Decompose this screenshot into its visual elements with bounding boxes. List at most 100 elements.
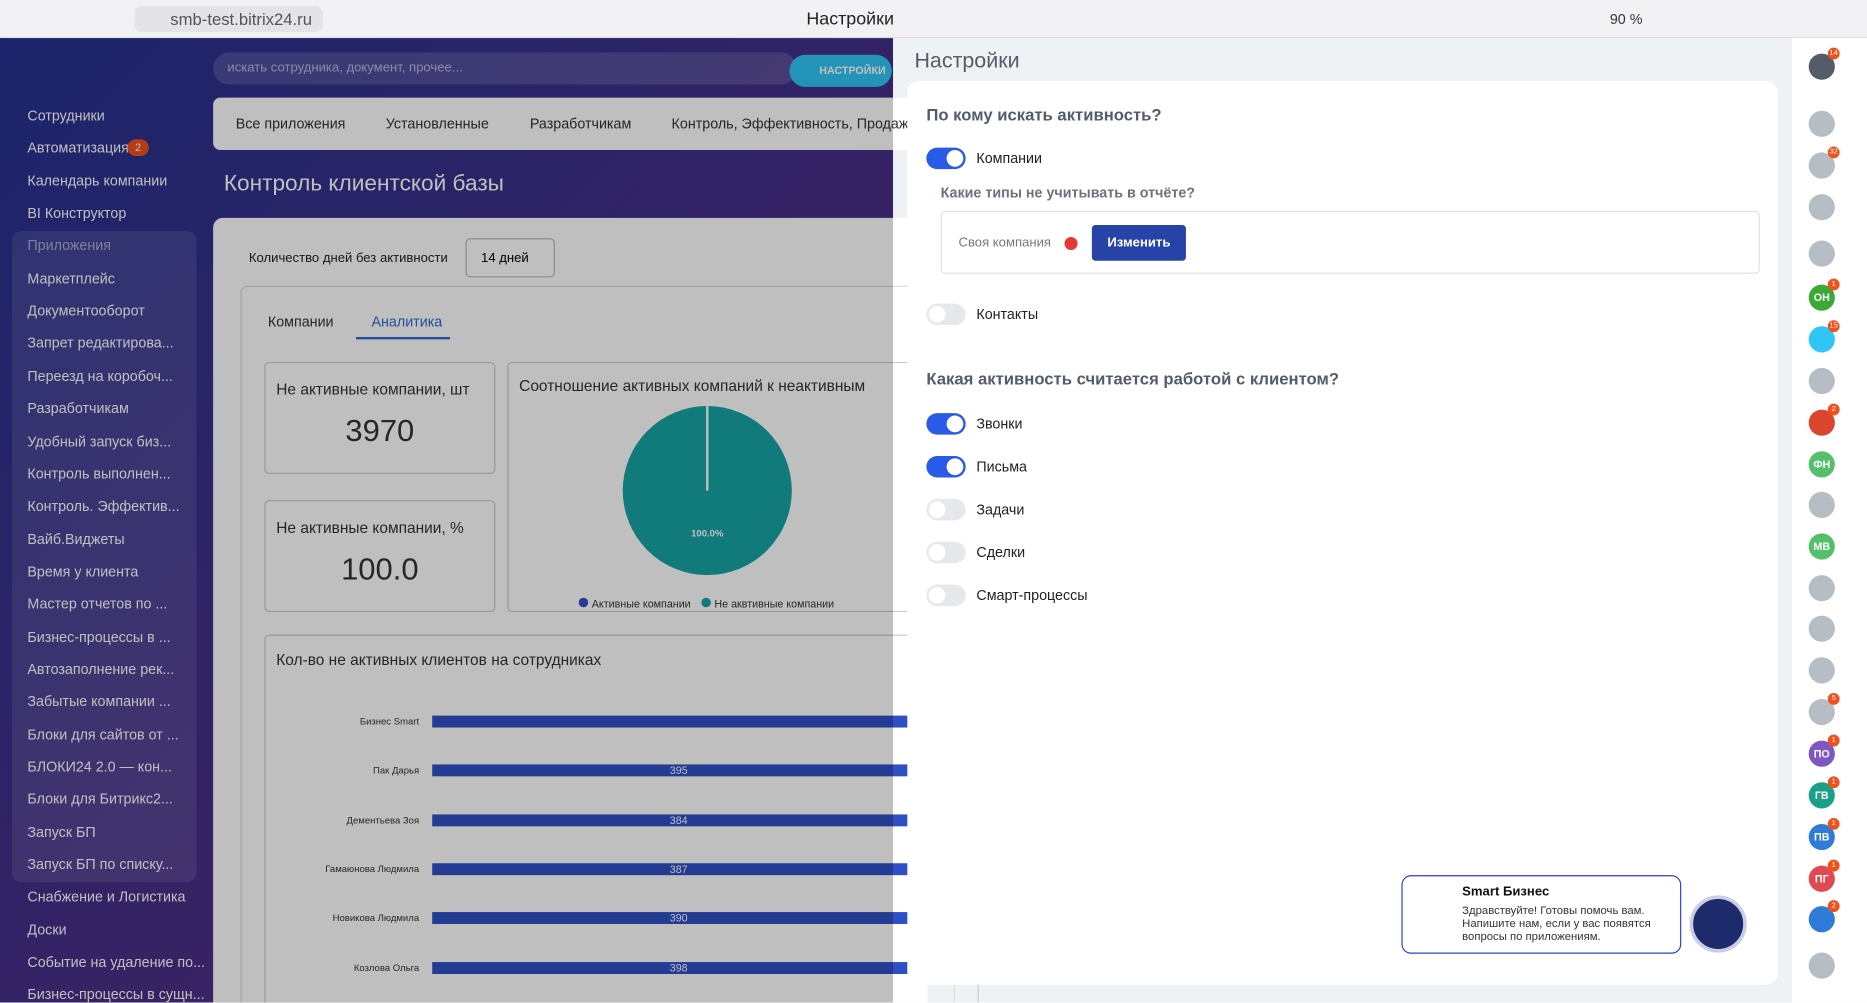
right-icon[interactable] <box>1808 952 1835 979</box>
overlay <box>0 38 894 1003</box>
toggle-label: Контакты <box>976 306 1039 323</box>
chat-button[interactable] <box>1689 895 1747 953</box>
toggle-label: Письма <box>976 458 1027 476</box>
bar-value: 384 <box>669 813 688 826</box>
kpi-value: 100.0 <box>341 550 419 587</box>
right-icon[interactable] <box>1808 240 1835 267</box>
right-icon[interactable] <box>1808 575 1835 602</box>
menu-item[interactable]: Маркетплейс <box>27 269 115 287</box>
bar <box>432 813 909 826</box>
toggle-label: Компании <box>976 150 1043 167</box>
menu-item[interactable]: Автозаполнение рек... <box>27 660 175 678</box>
sub-tab[interactable]: Компании <box>267 313 334 330</box>
search-box[interactable] <box>213 52 797 85</box>
menu-item[interactable]: Приложения <box>27 237 111 255</box>
menu-item[interactable]: Автоматизация <box>27 139 129 157</box>
notify-badge: 1 <box>1827 278 1840 291</box>
menu-item[interactable]: Удобный запуск биз... <box>27 432 172 450</box>
menu-item[interactable]: Контроль выполнен... <box>27 465 171 483</box>
badge: 2 <box>127 139 149 156</box>
notify-badge: 32 <box>1827 146 1840 159</box>
legend-label: Активные компании <box>591 597 691 610</box>
menu-item[interactable]: Доски <box>27 921 67 938</box>
side-panel-card <box>907 80 1778 985</box>
bar-value: 395 <box>669 764 688 777</box>
menu-item[interactable]: BI Конструктор <box>27 204 127 222</box>
sub-tab[interactable]: Аналитика <box>371 313 443 330</box>
days-select[interactable]: 14 дней <box>465 238 555 278</box>
right-icon[interactable] <box>1808 110 1835 137</box>
toggle-label: Смарт-процессы <box>976 587 1088 605</box>
right-icon[interactable] <box>1808 367 1835 395</box>
chat-name: Smart Бизнес <box>1462 884 1550 899</box>
right-icon[interactable] <box>1808 657 1835 684</box>
right-icon[interactable]: ФН <box>1808 451 1835 478</box>
app-tab[interactable]: Все приложения <box>235 115 346 133</box>
menu-item[interactable]: Блоки для сайтов от ... <box>27 725 179 743</box>
menu-item[interactable]: Блоки для Битрикс2... <box>27 791 173 808</box>
menu-item[interactable]: Запрет редактирова... <box>27 335 174 352</box>
bar-value: 398 <box>669 961 688 974</box>
kpi-card <box>264 361 496 474</box>
bar-name: Бизнес Smart <box>359 716 420 727</box>
notify-badge: 15 <box>1827 320 1840 333</box>
app-tab[interactable]: Контроль, Эффективность, Продаж <box>671 115 909 133</box>
menu-item[interactable]: Сотрудники <box>27 107 105 124</box>
days-label: Количество дней без активности <box>248 251 448 266</box>
menu-item[interactable]: Время у клиента <box>27 563 139 580</box>
notify-badge: 1 <box>1827 859 1840 872</box>
kpi-label: Не активные компании, шт <box>276 380 470 399</box>
right-icon[interactable] <box>1808 194 1835 221</box>
menu-item[interactable]: Снабжение и Логистика <box>27 888 186 906</box>
bar-name: Гамаюнова Людмила <box>325 863 420 875</box>
toggle-label: Сделки <box>976 544 1026 562</box>
menu-item[interactable]: Бизнес-процессы в ... <box>27 628 171 645</box>
bar-name: Новикова Людмила <box>332 912 420 924</box>
toggle-knob <box>928 544 946 562</box>
subtab-underline <box>356 336 451 340</box>
right-icon[interactable]: ПГ <box>1808 865 1835 892</box>
toggle-label: Задачи <box>976 501 1025 519</box>
toggle-knob <box>928 587 946 605</box>
kpi-card <box>264 500 496 613</box>
menu-item[interactable]: Запуск БП <box>27 823 96 841</box>
right-bar <box>1792 38 1867 1003</box>
app-tab[interactable]: Установленные <box>385 115 489 133</box>
toggle-knob <box>946 458 964 476</box>
bar-name: Козлова Ольга <box>353 962 420 973</box>
menu-item[interactable]: Контроль. Эффектив... <box>27 497 180 515</box>
legend-dot <box>701 597 711 608</box>
menu-item[interactable]: Запуск БП по списку... <box>27 856 174 873</box>
notify-badge: 1 <box>1827 818 1840 830</box>
chat-line: вопросы по приложениям. <box>1462 930 1601 944</box>
url: smb-test.bitrix24.ru <box>170 9 313 29</box>
bar-name: Дементьева Зоя <box>346 814 420 826</box>
menu-item[interactable]: Разработчикам <box>27 400 129 417</box>
search-placeholder: искать сотрудника, документ, прочее... <box>227 60 463 76</box>
menu-item[interactable]: Вайб.Виджеты <box>27 530 125 548</box>
menu-item[interactable]: Событие на удаление по... <box>27 953 205 971</box>
chip-remove <box>1064 236 1078 251</box>
menu-item[interactable]: Мастер отчетов по ... <box>27 595 168 613</box>
zoom[interactable]: 90 % <box>1609 10 1643 28</box>
tabs-panel <box>213 97 928 151</box>
menu-item[interactable]: Забытые компании ... <box>27 693 171 711</box>
menu-item[interactable]: Документооборот <box>27 302 145 320</box>
settings-button[interactable]: НАСТРОЙКИ <box>789 54 892 87</box>
right-icon[interactable]: МВ <box>1808 533 1835 560</box>
pie-label: 100.0% <box>691 528 724 539</box>
url-field[interactable] <box>134 5 323 33</box>
right-icon[interactable] <box>1808 615 1835 642</box>
menu-item[interactable]: Переезд на коробоч... <box>27 367 173 385</box>
app-tab[interactable]: Разработчикам <box>529 115 632 133</box>
change-button[interactable]: Изменить <box>1091 225 1186 261</box>
menu-item[interactable]: БЛОКИ24 2.0 — кон... <box>27 758 172 776</box>
menu-item[interactable]: Бизнес-процессы в сущн... <box>27 986 205 1003</box>
menu-item[interactable]: Календарь компании <box>27 172 168 189</box>
toggle-knob <box>928 306 946 323</box>
right-icon[interactable] <box>1808 491 1835 518</box>
toggle-knob <box>928 501 946 519</box>
bar <box>432 715 909 728</box>
notify-badge: 14 <box>1827 47 1840 60</box>
